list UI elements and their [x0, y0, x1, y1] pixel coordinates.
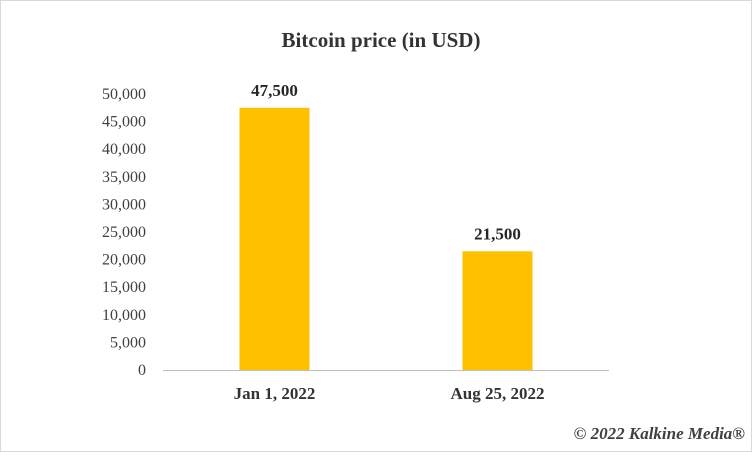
y-tick-label: 45,000: [102, 114, 146, 131]
copyright-credit: © 2022 Kalkine Media®: [574, 424, 746, 443]
x-axis: Jan 1, 2022 Aug 25, 2022: [163, 370, 609, 403]
y-tick-label: 50,000: [102, 86, 146, 103]
bar-data-label: 47,500: [251, 81, 298, 100]
chart-title: Bitcoin price (in USD): [282, 28, 481, 52]
x-tick-label: Jan 1, 2022: [234, 384, 316, 403]
bar-data-label: 21,500: [474, 224, 521, 243]
y-tick-label: 35,000: [102, 169, 146, 186]
bar: [462, 251, 533, 370]
x-tick-label: Aug 25, 2022: [451, 384, 545, 403]
y-tick-label: 0: [138, 362, 146, 379]
y-tick-label: 30,000: [102, 196, 146, 213]
y-tick-label: 20,000: [102, 252, 146, 269]
bar: [239, 107, 310, 371]
y-axis: 0 5,000 10,000 15,000 20,000 25,000 30,000 35,0…: [102, 86, 146, 379]
y-tick-label: 10,000: [102, 307, 146, 324]
bars: 47,500 21,500: [239, 81, 533, 371]
y-tick-label: 5,000: [110, 334, 146, 351]
y-tick-label: 15,000: [102, 279, 146, 296]
y-tick-label: 25,000: [102, 224, 146, 241]
y-tick-label: 40,000: [102, 141, 146, 158]
